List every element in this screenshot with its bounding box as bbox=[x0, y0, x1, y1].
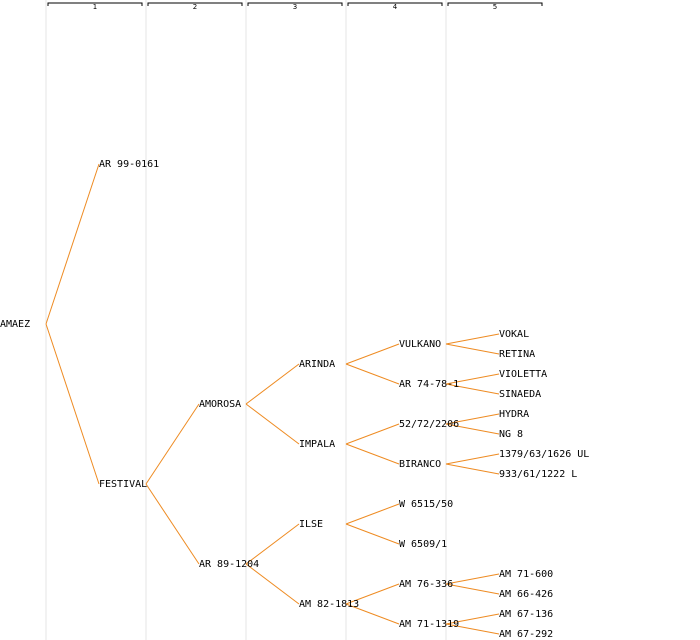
lineage-edge bbox=[445, 383, 500, 395]
pedigree-nodes: AMAEZ AR 99-0161 FESTIVAL AMOROSA ARINDA VULK… bbox=[0, 159, 589, 640]
lineage-edge bbox=[445, 423, 500, 435]
lineage-edge bbox=[345, 503, 400, 525]
ancestor-name: AM 82-1813 bbox=[299, 599, 359, 610]
lineage-edge bbox=[445, 413, 500, 425]
generation-bracket bbox=[347, 2, 443, 6]
lineage-edge bbox=[245, 363, 300, 405]
ancestor-name: 1379/63/1626 UL bbox=[499, 449, 589, 460]
ancestor-name: SINAEDA bbox=[499, 389, 541, 400]
ancestor-name: AM 66-426 bbox=[499, 589, 553, 600]
lineage-edge bbox=[345, 363, 400, 385]
lineage-edge bbox=[345, 343, 400, 365]
lineage-edge bbox=[45, 323, 100, 485]
lineage-edge bbox=[445, 463, 500, 475]
ancestor-name: AR 74-78-1 bbox=[399, 379, 459, 390]
generation-number: 4 bbox=[393, 3, 398, 11]
generation-bracket bbox=[247, 2, 343, 6]
lineage-edge bbox=[345, 443, 400, 465]
generation-number: 1 bbox=[93, 3, 97, 11]
ancestor-name: VULKANO bbox=[399, 339, 441, 350]
ancestor-name: BIRANCO bbox=[399, 459, 441, 470]
ancestor-name: ILSE bbox=[299, 519, 323, 530]
ancestor-name: ARINDA bbox=[299, 359, 335, 370]
lineage-edge bbox=[345, 523, 400, 545]
ancestor-name: FESTIVAL bbox=[99, 479, 147, 490]
lineage-edge bbox=[445, 583, 500, 595]
lineage-edge bbox=[145, 483, 200, 565]
lineage-edge bbox=[245, 523, 300, 565]
ancestor-name: VOKAL bbox=[499, 329, 529, 340]
ancestor-name: AMOROSA bbox=[199, 399, 241, 410]
ancestor-name: HYDRA bbox=[499, 409, 529, 420]
lineage-edge bbox=[445, 573, 500, 585]
ancestor-name: AR 99-0161 bbox=[99, 159, 159, 170]
generation-grid: 1 2 3 4 5 bbox=[45, 0, 543, 640]
proband-name: AMAEZ bbox=[0, 319, 30, 330]
lineage-edge bbox=[245, 563, 300, 605]
generation-bracket bbox=[447, 2, 543, 6]
ancestor-name: IMPALA bbox=[299, 439, 335, 450]
lineage-edge bbox=[445, 373, 500, 385]
ancestor-name: AM 67-292 bbox=[499, 629, 553, 640]
ancestor-name: VIOLETTA bbox=[499, 369, 547, 380]
ancestor-name: AR 89-1204 bbox=[199, 559, 259, 570]
lineage-edge bbox=[345, 423, 400, 445]
lineage-edge bbox=[445, 613, 500, 625]
generation-bracket bbox=[47, 2, 143, 6]
generation-number: 3 bbox=[293, 3, 297, 11]
ancestor-name: W 6515/50 bbox=[399, 499, 453, 510]
ancestor-name: NG 8 bbox=[499, 429, 523, 440]
ancestor-name: AM 71-600 bbox=[499, 569, 553, 580]
lineage-edge bbox=[345, 603, 400, 625]
generation-number: 2 bbox=[193, 3, 197, 11]
lineage-edge bbox=[445, 623, 500, 635]
lineage-edge bbox=[445, 333, 500, 345]
lineage-edge bbox=[245, 403, 300, 445]
lineage-edge bbox=[445, 343, 500, 355]
lineage-edge bbox=[145, 403, 200, 485]
ancestor-name: RETINA bbox=[499, 349, 535, 360]
lineage-edge bbox=[345, 583, 400, 605]
ancestor-name: AM 67-136 bbox=[499, 609, 553, 620]
ancestor-name: W 6509/1 bbox=[399, 539, 447, 550]
generation-number: 5 bbox=[493, 3, 497, 11]
lineage-edge bbox=[445, 453, 500, 465]
ancestor-name: AM 76-336 bbox=[399, 579, 453, 590]
ancestor-name: AM 71-1319 bbox=[399, 619, 459, 630]
ancestor-name: 52/72/2206 bbox=[399, 419, 459, 430]
generation-bracket bbox=[147, 2, 243, 6]
ancestor-name: 933/61/1222 L bbox=[499, 469, 577, 480]
pedigree-edges bbox=[45, 163, 500, 635]
lineage-edge bbox=[45, 163, 100, 325]
